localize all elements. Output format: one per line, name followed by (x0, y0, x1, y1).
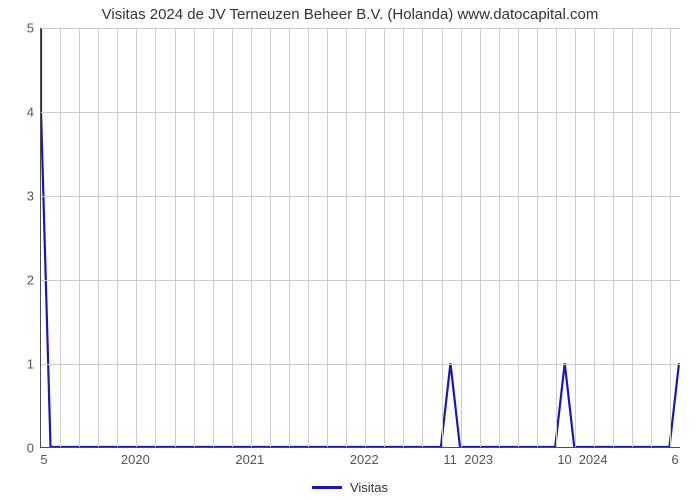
gridline-vertical (422, 28, 423, 447)
gridline-vertical (270, 28, 271, 447)
x-tick-label: 2024 (579, 452, 608, 467)
gridline-vertical (518, 28, 519, 447)
gridline-vertical (499, 28, 500, 447)
gridline-vertical (213, 28, 214, 447)
x-count-label: 11 (443, 452, 457, 467)
gridline-vertical (251, 28, 252, 447)
x-tick-label: 2022 (350, 452, 379, 467)
gridline-vertical (136, 28, 137, 447)
x-tick-label: 2020 (121, 452, 150, 467)
gridline-vertical (651, 28, 652, 447)
x-tick-label: 2021 (235, 452, 264, 467)
gridline-vertical (117, 28, 118, 447)
gridline-vertical (175, 28, 176, 447)
gridline-vertical (98, 28, 99, 447)
gridline-vertical (289, 28, 290, 447)
gridline-vertical (79, 28, 80, 447)
gridline-vertical (537, 28, 538, 447)
gridline-vertical (384, 28, 385, 447)
gridline-vertical (346, 28, 347, 447)
x-tick-label: 2023 (464, 452, 493, 467)
y-tick-label: 3 (4, 189, 34, 204)
legend-label: Visitas (350, 480, 388, 495)
gridline-vertical (308, 28, 309, 447)
y-tick-label: 5 (4, 21, 34, 36)
y-tick-label: 4 (4, 105, 34, 120)
x-count-label: 5 (40, 452, 47, 467)
legend-swatch (312, 486, 342, 489)
y-tick-label: 1 (4, 357, 34, 372)
gridline-vertical (575, 28, 576, 447)
gridline-vertical (403, 28, 404, 447)
gridline-vertical (365, 28, 366, 447)
gridline-vertical (155, 28, 156, 447)
chart-title: Visitas 2024 de JV Terneuzen Beheer B.V.… (0, 6, 700, 23)
gridline-vertical (556, 28, 557, 447)
gridline-vertical (461, 28, 462, 447)
gridline-vertical (632, 28, 633, 447)
plot-area (40, 28, 680, 448)
gridline-vertical (194, 28, 195, 447)
gridline-vertical (594, 28, 595, 447)
x-count-label: 6 (671, 452, 678, 467)
gridline-vertical (327, 28, 328, 447)
gridline-vertical (480, 28, 481, 447)
gridline-vertical (613, 28, 614, 447)
gridline-vertical (60, 28, 61, 447)
legend: Visitas (0, 476, 700, 495)
y-tick-label: 0 (4, 441, 34, 456)
y-tick-label: 2 (4, 273, 34, 288)
gridline-vertical (670, 28, 671, 447)
gridline-vertical (232, 28, 233, 447)
gridline-vertical (442, 28, 443, 447)
legend-item-visitas: Visitas (312, 480, 388, 495)
chart-container: Visitas 2024 de JV Terneuzen Beheer B.V.… (0, 0, 700, 500)
x-count-label: 10 (557, 452, 571, 467)
